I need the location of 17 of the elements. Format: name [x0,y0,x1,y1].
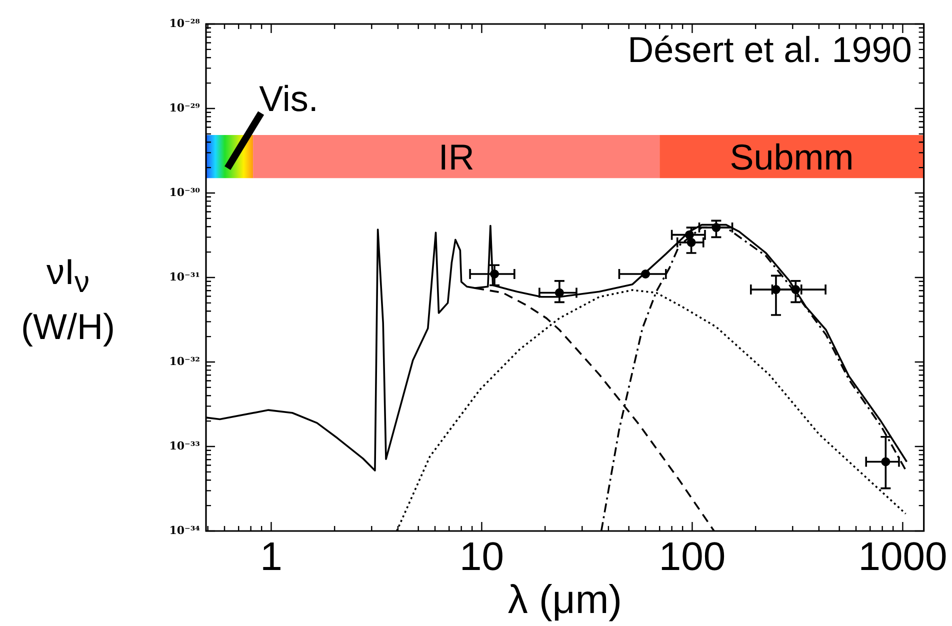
band-label: Submm [730,136,854,178]
y-tick-label: 10⁻³⁴ [169,524,200,537]
y-axis-title: νI$_{ν}$ (W/H) [20,250,116,350]
y-tick-label: 10⁻³³ [169,439,200,452]
y-tick-label: 10⁻³² [169,354,200,368]
y-tick-label: 10⁻³⁰ [169,186,200,199]
x-tick-label: 1 [260,535,282,580]
band-label: IR [438,136,474,178]
y-tick-label: 10⁻³¹ [169,270,200,284]
band-label: Vis. [259,78,318,119]
x-axis-title: λ (μm) [508,578,622,622]
annotation: Désert et al. 1990 [628,28,912,70]
x-tick-label: 10 [459,535,504,580]
y-tick-label: 10⁻²⁹ [169,101,200,114]
x-tick-label: 1000 [858,535,948,580]
x-tick-label: 100 [658,535,726,580]
y-tick-label: 10⁻²⁸ [169,16,200,30]
